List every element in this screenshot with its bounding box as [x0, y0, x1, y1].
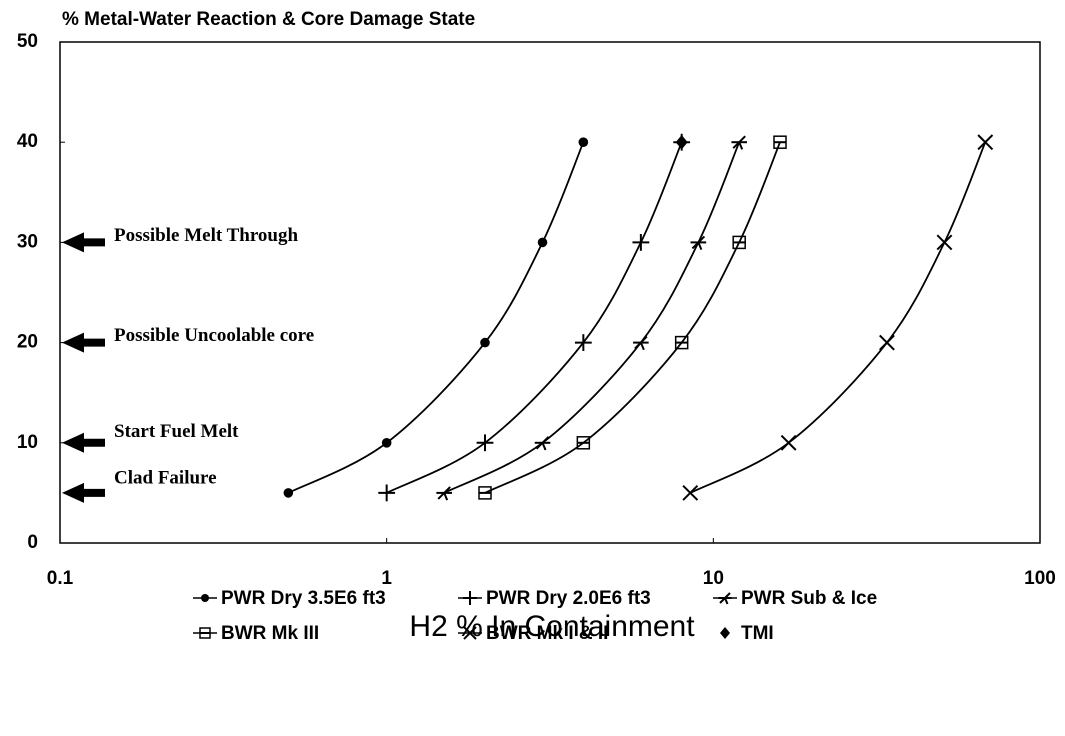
marker	[378, 484, 396, 502]
series-line	[386, 141, 683, 494]
marker-shape	[201, 594, 209, 602]
marker-stroke	[879, 334, 895, 351]
annotation-arrow	[62, 332, 105, 353]
annotation: Possible Melt Through	[114, 225, 298, 246]
marker	[476, 434, 494, 452]
marker	[936, 234, 953, 251]
annotation: Start Fuel Melt	[114, 421, 239, 442]
marker	[732, 235, 746, 250]
marker	[381, 438, 392, 448]
legend-item: PWR Dry 2.0E6 ft3	[458, 588, 651, 609]
marker	[773, 135, 787, 149]
marker-stroke	[724, 597, 729, 605]
chart-title: % Metal-Water Reaction & Core Damage Sta…	[62, 9, 475, 30]
x-axis-label: H2 % In Containment	[409, 610, 695, 643]
marker	[201, 594, 209, 602]
annotation: Clad Failure	[114, 467, 217, 488]
marker-shape	[720, 627, 730, 639]
marker	[199, 627, 211, 639]
marker-shape	[283, 488, 294, 498]
marker	[463, 626, 477, 640]
marker-stroke	[738, 141, 744, 150]
marker	[632, 234, 650, 251]
legend-label: BWR Mk I & II	[486, 623, 608, 644]
y-tick-label: 0	[27, 532, 38, 553]
x-tick-label: 1	[381, 568, 392, 589]
marker-stroke	[936, 234, 953, 251]
y-tick-label: 10	[17, 432, 38, 453]
marker	[574, 334, 592, 351]
marker-stroke	[697, 242, 703, 250]
x-tick-label: 10	[703, 568, 724, 589]
annotation-arrow	[62, 232, 105, 253]
legend-label: PWR Sub & Ice	[741, 588, 877, 609]
series-line	[484, 141, 781, 494]
plot-frame	[59, 41, 1041, 544]
marker-stroke	[977, 134, 994, 151]
marker-stroke	[682, 484, 699, 501]
marker-stroke	[780, 434, 797, 451]
legend-item: BWR Mk III	[193, 623, 319, 644]
marker	[578, 137, 589, 147]
y-tick-label: 40	[17, 131, 38, 152]
marker	[478, 486, 492, 500]
marker-shape	[480, 337, 490, 348]
marker-stroke	[463, 626, 477, 640]
legend-item: PWR Sub & Ice	[713, 588, 877, 609]
marker	[463, 591, 477, 605]
marker-stroke	[541, 442, 547, 451]
legend-item: TMI	[741, 623, 774, 644]
marker	[690, 235, 707, 250]
x-tick-label: 100	[1024, 568, 1056, 589]
marker	[720, 627, 730, 639]
y-tick-label: 50	[17, 31, 38, 52]
marker-shape	[537, 237, 548, 248]
series-line	[287, 141, 585, 494]
marker	[682, 484, 699, 501]
marker	[633, 335, 649, 351]
annotation: Possible Uncoolable core	[114, 325, 314, 346]
marker	[283, 488, 294, 498]
marker	[674, 335, 689, 350]
marker	[731, 135, 747, 150]
legend-label: PWR Dry 3.5E6 ft3	[221, 588, 386, 609]
marker	[534, 436, 551, 451]
legend-label: BWR Mk III	[221, 623, 319, 644]
marker	[480, 337, 490, 348]
x-tick-label: 0.1	[47, 568, 74, 589]
marker	[537, 237, 548, 248]
annotation-arrow	[62, 482, 105, 503]
marker	[879, 334, 895, 351]
marker-stroke	[443, 492, 449, 501]
marker	[436, 486, 452, 501]
marker	[780, 434, 797, 451]
y-tick-label: 20	[17, 332, 38, 353]
marker	[675, 135, 688, 150]
legend-item: PWR Dry 3.5E6 ft3	[193, 588, 386, 609]
marker	[977, 134, 994, 151]
series-line	[689, 141, 987, 494]
y-tick-label: 30	[17, 231, 38, 252]
marker-shape	[578, 137, 589, 147]
marker-stroke	[639, 342, 645, 351]
marker	[718, 592, 732, 605]
marker-shape	[675, 135, 688, 150]
marker-shape	[381, 438, 392, 448]
legend-label: PWR Dry 2.0E6 ft3	[486, 588, 651, 609]
marker	[576, 436, 591, 450]
legend-label: TMI	[741, 623, 774, 644]
annotation-arrow	[62, 432, 105, 453]
